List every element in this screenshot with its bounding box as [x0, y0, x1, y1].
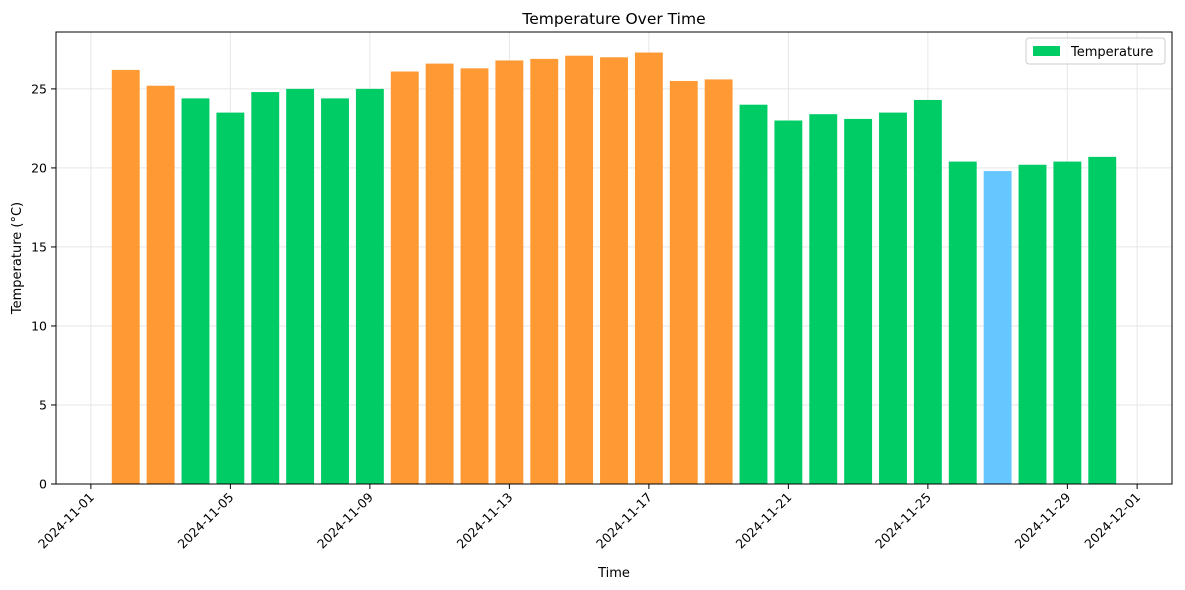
bar — [983, 171, 1012, 485]
bar — [739, 104, 768, 484]
bar — [1053, 161, 1082, 484]
y-tick-label: 15 — [31, 239, 47, 254]
bar — [321, 98, 349, 484]
bars — [111, 52, 1117, 485]
x-tick-label: 2024-11-09 — [314, 489, 376, 551]
legend-swatch — [1033, 46, 1060, 56]
bar — [495, 60, 524, 485]
bar — [390, 71, 419, 484]
y-tick-label: 20 — [31, 160, 47, 175]
y-axis-ticks: 0 5 10 15 20 25 — [31, 81, 56, 492]
bar — [1018, 164, 1047, 484]
y-axis-title: Temperature (°C) — [10, 202, 25, 315]
x-tick-label: 2024-11-01 — [35, 490, 97, 552]
bar — [774, 120, 803, 485]
bar — [634, 52, 663, 484]
x-tick-label: 2024-12-01 — [1081, 490, 1143, 552]
legend-box — [1025, 37, 1166, 65]
x-tick-label: 2024-11-05 — [175, 490, 237, 552]
bar — [844, 118, 873, 484]
legend-label: Temperature — [1070, 45, 1153, 60]
plot-frame — [55, 31, 1173, 485]
x-tick-label: 2024-11-17 — [593, 490, 655, 552]
chart-title: Temperature Over Time — [521, 10, 705, 28]
x-axis-title: Time — [597, 566, 630, 581]
bar — [879, 112, 907, 484]
bar — [425, 63, 454, 484]
bar — [600, 57, 628, 484]
y-tick-label: 25 — [31, 81, 47, 96]
y-tick-label: 5 — [39, 397, 47, 412]
x-tick-label: 2024-11-25 — [872, 490, 934, 552]
axes — [55, 31, 1173, 485]
bar — [146, 85, 175, 485]
bar — [1088, 156, 1117, 484]
bar — [530, 58, 559, 485]
y-tick-label: 10 — [31, 318, 47, 333]
bar — [669, 80, 698, 484]
bar — [355, 88, 384, 484]
bar — [286, 88, 315, 484]
bar — [216, 112, 245, 484]
x-tick-label: 2024-11-29 — [1012, 489, 1074, 551]
bar — [181, 98, 210, 484]
y-tick-label: 0 — [39, 477, 47, 492]
bar — [460, 68, 489, 485]
bar — [809, 114, 838, 484]
x-tick-label: 2024-11-13 — [454, 490, 516, 552]
bar — [565, 55, 594, 484]
bar — [948, 161, 977, 484]
legend: Temperature — [1025, 37, 1166, 65]
bar — [913, 99, 942, 484]
bar — [704, 79, 733, 484]
x-axis-ticks: 2024-11-01 2024-11-05 2024-11-09 2024-11-13… — [35, 484, 1143, 551]
bar — [111, 69, 140, 485]
x-tick-label: 2024-11-21 — [733, 490, 795, 552]
bar — [251, 92, 280, 485]
